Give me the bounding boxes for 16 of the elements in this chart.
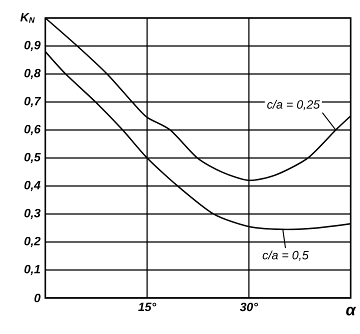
y-tick-label: 0,4 — [24, 180, 40, 192]
y-tick-label: 0,3 — [24, 208, 40, 220]
y-tick-label: 0,1 — [24, 264, 40, 276]
y-tick-label: 0,9 — [24, 40, 41, 52]
y-tick-label: 0,8 — [24, 68, 41, 80]
y-tick-label: 0,2 — [24, 236, 40, 248]
y-axis-title: K$_{N}$ — [20, 13, 35, 23]
legend-label: c/a = 0,5 — [262, 250, 309, 261]
x-tick-label: 30° — [240, 302, 258, 312]
y-tick-label: 0,5 — [24, 152, 41, 164]
x-tick-label: 15° — [138, 302, 156, 312]
x-axis-title: α — [346, 306, 356, 316]
y-tick-label: 0,7 — [24, 96, 42, 108]
y-tick-label: 0 — [34, 294, 41, 302]
y-tick-label: 0,6 — [24, 124, 41, 136]
text: c/a = 0,25 — [267, 100, 320, 110]
